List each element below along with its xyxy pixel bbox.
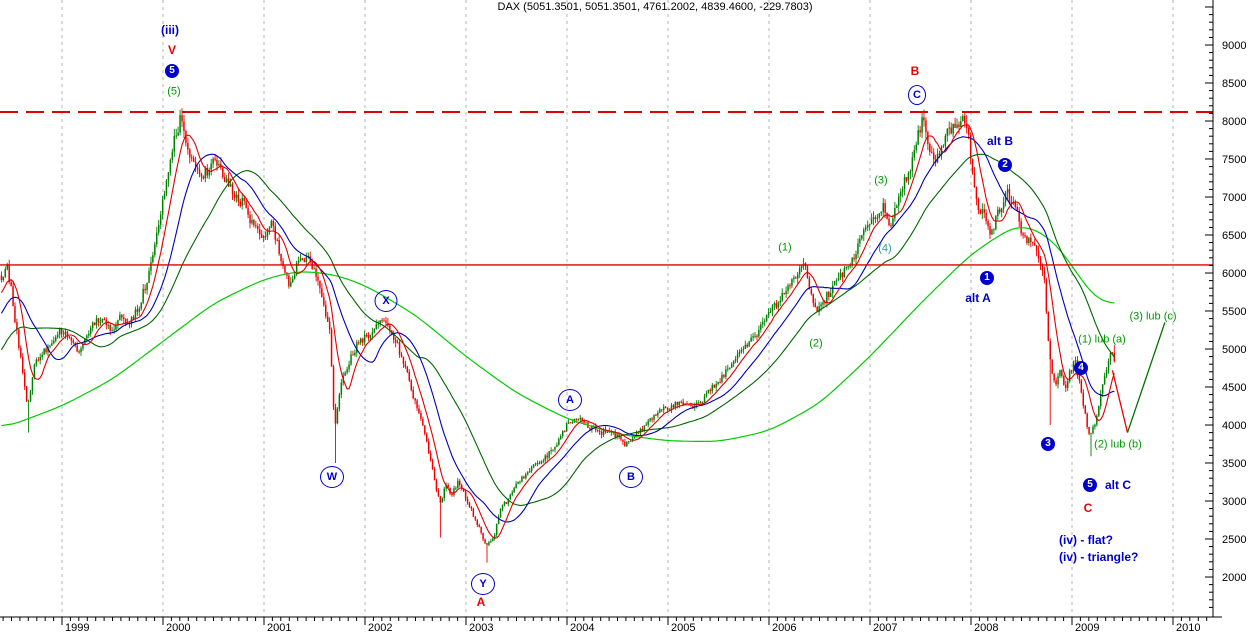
x-axis-label: 2001 [267, 622, 291, 634]
x-axis-label: 2006 [772, 622, 796, 634]
y-axis-label: 3000 [1222, 496, 1246, 508]
x-axis-label: 2000 [166, 622, 190, 634]
y-axis-label: 4000 [1222, 420, 1246, 432]
y-axis-label: 4500 [1222, 382, 1246, 394]
x-axis-label: 2003 [469, 622, 493, 634]
y-axis-label: 6500 [1222, 230, 1246, 242]
projection-lines-layer [1111, 322, 1166, 433]
y-axis-label: 7500 [1222, 154, 1246, 166]
y-axis-label: 2500 [1222, 534, 1246, 546]
candles-layer [0, 108, 1116, 563]
x-axis-label: 2007 [873, 622, 897, 634]
y-axis-label: 8000 [1222, 116, 1246, 128]
y-axis-label: 6000 [1222, 268, 1246, 280]
y-axis-label: 5500 [1222, 306, 1246, 318]
y-axis-label: 8500 [1222, 78, 1246, 90]
chart-title: DAX (5051.3501, 5051.3501, 4761.2002, 48… [497, 1, 813, 13]
x-axis-label: 2010 [1176, 622, 1200, 634]
y-axis-label: 9000 [1222, 40, 1246, 52]
y-axis-label: 3500 [1222, 458, 1246, 470]
x-axis-label: 2004 [570, 622, 594, 634]
y-axis-label: 5000 [1222, 344, 1246, 356]
x-axis-label: 2002 [368, 622, 392, 634]
x-axis-label: 1999 [65, 622, 89, 634]
moving-averages-layer [0, 124, 1115, 539]
y-axis-label: 7000 [1222, 192, 1246, 204]
grid-layer [61, 0, 1174, 617]
x-axis-label: 2005 [671, 622, 695, 634]
y-axis-label: 2000 [1222, 572, 1246, 584]
x-axis-label: 2009 [1075, 622, 1099, 634]
x-axis-label: 2008 [974, 622, 998, 634]
horizontal-lines-layer [0, 111, 1213, 266]
